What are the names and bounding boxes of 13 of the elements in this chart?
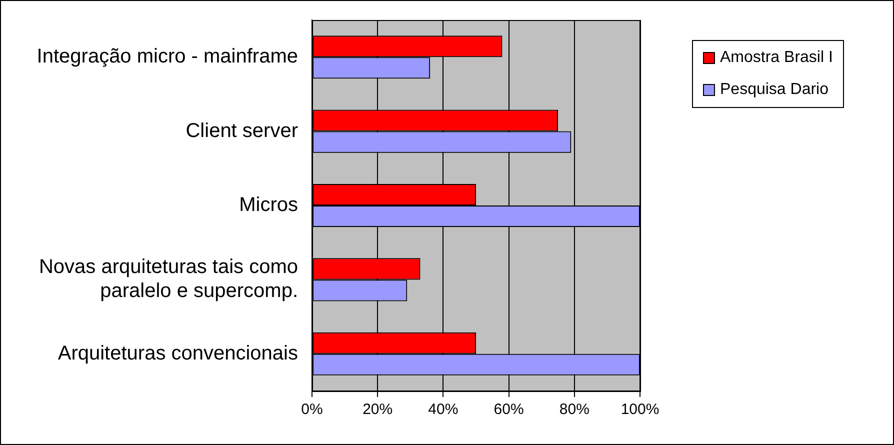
y-tick-label: Micros xyxy=(239,194,298,216)
x-tick-label: 40% xyxy=(428,401,458,418)
legend-label: Pesquisa Dario xyxy=(720,81,828,99)
y-tick-label: Arquiteturas convencionais xyxy=(58,342,298,364)
x-tick-label: 0% xyxy=(301,401,323,418)
x-tick-label: 20% xyxy=(362,401,393,418)
x-tick-label: 80% xyxy=(559,401,590,418)
y-tick-label: Client server xyxy=(186,120,298,142)
x-tick-label: 60% xyxy=(494,401,524,418)
y-tick-label: Integração micro - mainframe xyxy=(36,46,298,68)
y-tick-label: Novas arquiteturas tais como paralelo e supercomp. xyxy=(38,256,298,302)
legend-label: Amostra Brasil I xyxy=(720,49,833,67)
x-tick-label: 100% xyxy=(620,401,660,418)
